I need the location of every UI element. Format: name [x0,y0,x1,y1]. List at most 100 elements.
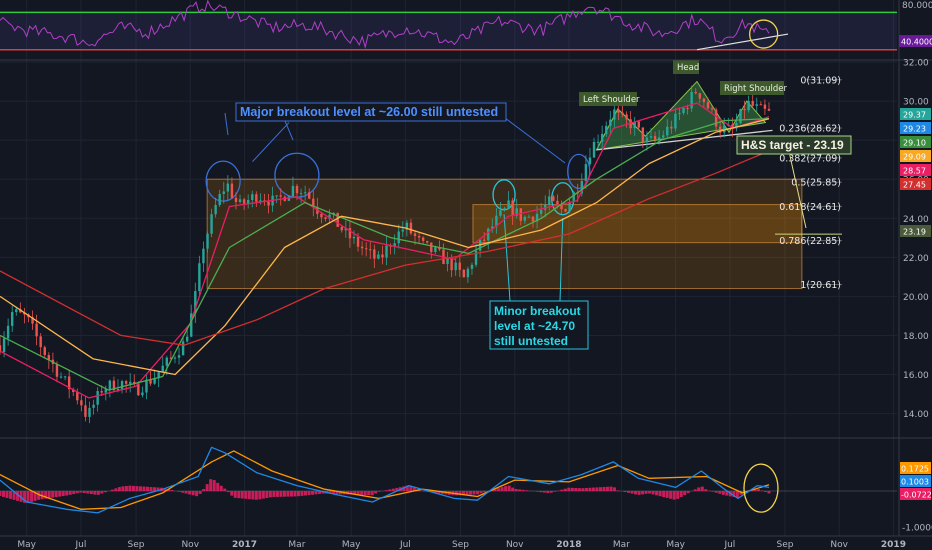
macd-histogram-bar [202,489,206,492]
macd-highlight-circle [743,463,779,513]
candle-body [226,183,230,192]
time-tick-label: Jul [723,540,735,550]
major-breakout-label: Major breakout level at ~26.00 still unt… [240,105,498,119]
candle-body [169,357,173,359]
breakout-zones [206,178,803,290]
candle-body [523,216,527,221]
candle-body [670,126,673,129]
macd-histogram-bar [149,487,153,492]
candle-body [690,91,693,109]
macd-histogram-bar [93,491,97,495]
price-value-label: 29.10 [903,139,926,148]
minor-breakout-label-line2: level at ~24.70 [494,319,575,333]
time-tick-label: Nov [830,540,848,550]
macd-histogram-bar [609,486,613,492]
candle-body [303,192,307,194]
rsi-line [0,0,770,50]
time-tick-label: 2019 [881,540,906,550]
macd-histogram-bar [679,491,683,497]
price-value-box [900,225,931,237]
candle-body [731,124,734,129]
macd-histogram-bar [616,490,620,492]
candle-body [267,201,270,206]
price-value-box [900,164,931,176]
price-value-box [900,178,931,190]
fib-label-0.382: 0.382(27.09) [779,153,841,164]
candle-body [743,109,746,111]
candle-body [55,363,59,377]
candle-body [438,247,441,250]
candle-body [222,191,225,194]
candle-body [336,212,339,227]
candle-body [466,268,470,278]
macd-histogram-bar [128,485,132,492]
head-label-box [673,60,699,74]
moving-average-0 [0,102,770,399]
rsi-band [0,12,897,50]
macd-histogram-bar [177,491,181,492]
macd-histogram-bar [644,491,648,494]
macd-histogram-bar [254,491,258,500]
breakout-zone-0 [206,178,803,290]
price-value-label: 23.19 [903,228,926,237]
price-tick-label: 30.00 [903,98,929,108]
price-value-box [900,150,931,162]
candle-body [678,112,681,114]
candle-body [76,392,79,401]
candle-body [548,196,551,205]
macd-histogram-bar [630,491,634,494]
candle-body [714,109,718,127]
candle-body [609,119,612,126]
macd-histogram-bar [275,491,279,497]
candle-body [80,400,83,406]
candle-body [299,193,303,195]
macd-histogram-bar [251,491,255,500]
price-tick-label: 14.00 [903,410,929,420]
macd-histogram-bar [75,491,79,494]
candle-body [413,233,417,236]
candle-body [210,214,213,234]
macd-value-label: -0.0722 [901,491,932,500]
candle-body [527,216,531,218]
candle-body [405,222,409,230]
macd-histogram-bar [65,491,69,496]
time-tick-label: Jul [399,540,411,550]
macd-histogram-bar [662,491,666,498]
macd-histogram-bar [546,491,550,494]
macd-histogram-bar [339,491,343,495]
macd-histogram-bar [725,491,729,496]
candle-body [686,108,689,110]
right-shoulder-label-box [720,81,784,95]
macd-histogram-bar [711,491,715,492]
candle-body [735,123,738,129]
candle-body [499,210,502,216]
time-tick-label: Mar [288,540,305,550]
macd-histogram-bar [114,488,118,492]
macd-histogram-bar [549,491,553,493]
candle-body [161,365,164,373]
macd-histogram-bar [665,491,669,498]
moving-average-2 [0,118,770,376]
macd-histogram-bar [704,489,708,492]
macd-histogram-bar [124,485,128,492]
time-tick-label: 2017 [232,540,257,550]
candle-body [35,323,38,337]
candle-body [194,291,197,314]
macd-histogram-bar [683,491,687,496]
time-tick-label: Mar [613,540,630,550]
price-tick-label: 18.00 [903,332,929,342]
fib-label-0.618: 0.618(24.61) [779,202,841,213]
macd-histogram-bar [332,491,336,494]
macd-histogram-bar [110,489,114,492]
macd-histogram-bar [574,488,578,492]
minor-breakout-label-box [489,300,589,350]
candle-body [462,269,466,278]
macd-histogram-bar [300,491,304,496]
macd-histogram-bar [483,491,487,493]
macd-histogram-bar [131,485,135,492]
candle-body [202,248,205,264]
macd-histogram-bar [314,491,318,495]
candle-body [381,254,384,258]
candle-body [657,137,661,140]
head-label: Head [677,63,699,73]
